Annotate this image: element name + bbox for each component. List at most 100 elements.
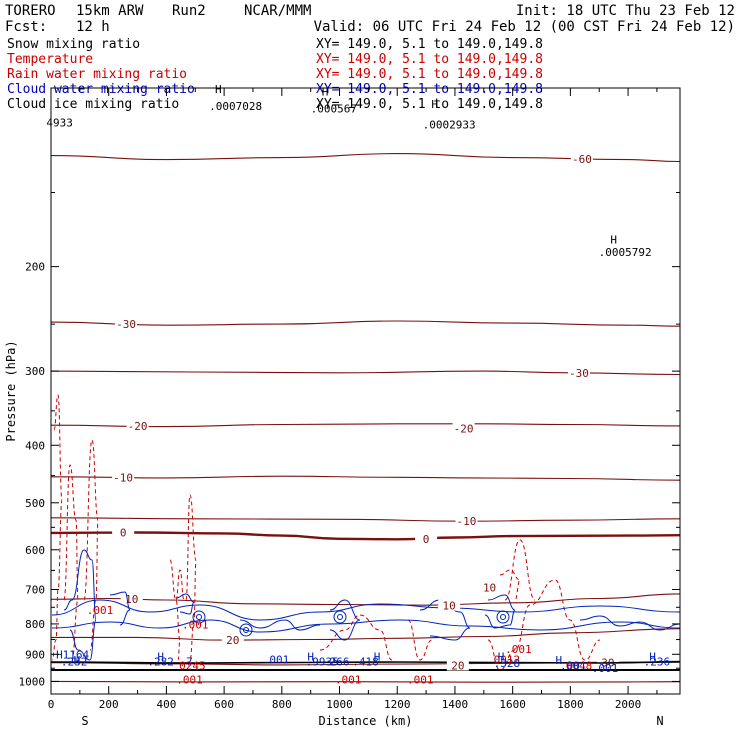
cloud-water-label: H [374,650,381,663]
rain-label: 0245 [179,660,206,673]
y-tick-label: 600 [25,544,45,557]
cloud-water-label: H1164 [56,649,89,662]
x-tick-label: 800 [272,698,292,711]
isotherm-label-bg [221,634,244,646]
x-tick-label: 1400 [442,698,469,711]
cloud-ice-label: H [322,86,329,99]
isotherm-label: -10 [113,471,133,484]
cloud-ice-label: .0005792 [599,246,652,259]
rain-contour [499,569,521,601]
cloud-water-label: .282 [147,655,174,668]
y-tick-label: 900 [25,648,45,661]
isotherm-label: -20 [128,420,148,433]
cloud-water-cell [496,610,510,624]
y-tick-label: 500 [25,497,45,510]
rain-contour [504,539,536,601]
rain-label: 0048 [566,660,593,673]
rain-contour [407,619,433,661]
cloud-water-label: .236 [644,655,671,668]
isotherm-label-bg [126,420,149,432]
header: TORERO 15km ARW Run2 NCAR/MMM Init: 18 U… [5,3,735,35]
isotherm-label: -20 [454,423,474,436]
cloud-water-contour [51,619,681,633]
cloud-water-contour [484,594,516,629]
isotherm-label-bg [596,656,619,668]
cloud-water-label: H [498,650,505,663]
cloud-water-label: H [157,650,164,663]
isotherm-label-bg [438,599,461,611]
isotherm-line [50,153,681,163]
isotherm-line [50,680,681,683]
cloud-ice-label: .000567 [311,103,357,116]
cloud-water-contour [329,599,361,641]
cloud-ice-label: H [431,98,438,111]
rain-contour [175,569,185,601]
isotherm-label-bg [112,526,135,538]
isotherm-label: 20 [226,634,239,647]
cloud-water-label: H [556,654,563,667]
cloud-water-cell [333,610,347,624]
legend-xy-cloud-ice: XY= 149.0, 5.1 to 149.0,149.8 [316,97,543,112]
cloud-water-cell-core [337,614,343,620]
cloud-ice-label: .0007028 [209,100,262,113]
isotherm-label-bg [452,422,475,434]
cloud-water-cell [239,623,253,637]
isotherm-label-bg [568,366,591,378]
isotherm-line [50,517,681,522]
x-tick-label: 600 [214,698,234,711]
y-tick-label: 800 [25,618,45,631]
isotherm-label: 0 [423,533,430,546]
isotherm-label-bg [446,659,469,671]
cloud-water-cell-core [243,627,249,633]
cloud-water-label: H [74,654,81,667]
x-tick-label: 1800 [557,698,584,711]
isotherm-label: -30 [569,367,589,380]
cloud-ice-label: H [610,234,617,247]
cloud-water-label: .328 [494,657,521,670]
model-resolution: 15km ARW [76,3,144,19]
isotherm-line [50,320,681,327]
legend-label-cloud-ice: Cloud ice mixing ratio [7,97,179,112]
isotherm-label: -10 [457,515,477,528]
cloud-water-contour [109,591,131,626]
cloud-water-label: .001 [263,653,290,666]
x-axis-label: Distance (km) [319,714,413,728]
y-tick-label: 400 [25,439,45,452]
isotherm-label-bg [115,318,138,330]
run-name: Run2 [172,3,206,19]
rain-contour [169,559,181,661]
plot-frame [50,87,681,695]
isotherm-label-bg [120,593,143,605]
cloud-water-cell [192,610,206,624]
isotherm-label: -30 [116,318,136,331]
isotherm-label: 20 [451,659,464,672]
rain-contour [185,494,197,661]
rain-contour [83,439,99,651]
isotherm-label-bg [455,515,478,527]
cloud-water-label: .232 [61,655,88,668]
org-name: NCAR/MMM [244,3,311,19]
isotherm-line [50,475,681,481]
valid-time: Valid: 06 UTC Fri 24 Feb 12 (00 CST Fri … [314,19,735,35]
legend-label-rain: Rain water mixing ratio [7,67,187,82]
model-name: TORERO [5,3,56,19]
snow-contour [50,661,681,664]
y-tick-label: 200 [25,261,45,274]
cloud-water-cell-core [196,614,202,620]
rain-contour [63,464,79,661]
isotherm-line [50,593,681,606]
x-tick-label: 2000 [615,698,642,711]
x-end-label-south: S [81,714,88,728]
isotherm-label: 10 [443,600,456,613]
legend-label-temperature: Temperature [7,52,93,67]
cloud-water-contour [579,615,681,631]
cloud-water-contour [63,549,97,661]
cloud-water-label: .418 [352,655,379,668]
rain-label: .001 [182,619,209,632]
x-tick-label: 1600 [499,698,526,711]
cloud-water-label: H [307,650,314,663]
isotherm-label-bg [415,532,438,544]
cloud-water-contour [51,599,681,621]
